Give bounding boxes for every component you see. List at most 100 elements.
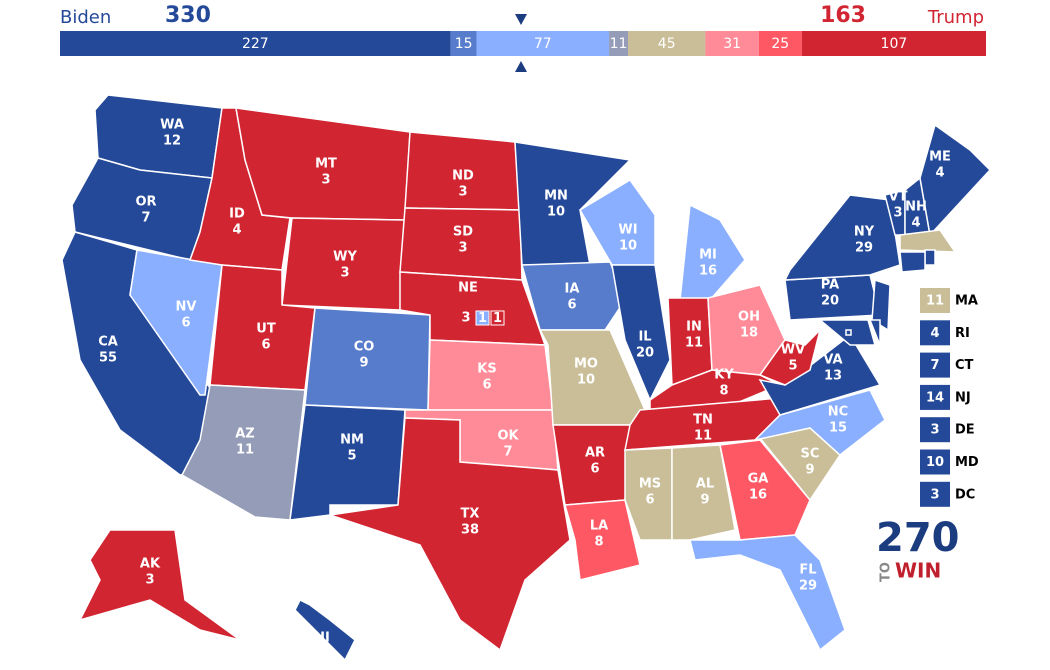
state-abbr: CO bbox=[354, 340, 375, 355]
bar-label: 77 bbox=[534, 36, 552, 52]
state-votes: 16 bbox=[749, 488, 767, 503]
state-votes: 8 bbox=[594, 535, 603, 550]
state bbox=[689, 534, 846, 652]
small-state-abbr: RI bbox=[955, 326, 970, 341]
state-votes: 5 bbox=[788, 359, 797, 374]
district bbox=[475, 310, 490, 326]
state bbox=[181, 384, 306, 521]
state-votes: 12 bbox=[163, 134, 181, 149]
state bbox=[679, 203, 746, 301]
bar-label: 227 bbox=[242, 36, 269, 52]
state-votes: 13 bbox=[824, 369, 842, 384]
state-votes: 9 bbox=[700, 493, 709, 508]
state-votes: 18 bbox=[740, 326, 758, 341]
small-state-abbr: CT bbox=[955, 358, 974, 373]
state-abbr: OR bbox=[135, 195, 156, 210]
state-votes: 3 bbox=[461, 311, 470, 326]
state-votes: 8 bbox=[719, 384, 728, 399]
state-votes: 11 bbox=[236, 443, 254, 458]
logo-number: 270 bbox=[876, 515, 960, 561]
district-votes: 1 bbox=[478, 311, 487, 326]
state-abbr: WA bbox=[160, 118, 184, 133]
state-abbr: MO bbox=[574, 357, 598, 372]
small-state-votes: 7 bbox=[930, 358, 939, 373]
state-abbr: OK bbox=[497, 429, 519, 444]
state-votes: 7 bbox=[141, 211, 150, 226]
state bbox=[514, 141, 632, 266]
state-abbr: AK bbox=[140, 557, 161, 572]
small-state-votes: 3 bbox=[930, 487, 939, 502]
state-abbr: SC bbox=[801, 447, 820, 462]
state-abbr: SD bbox=[453, 225, 473, 240]
bar-label: 45 bbox=[658, 36, 676, 52]
small-state-votes: 3 bbox=[930, 423, 939, 438]
state-votes: 5 bbox=[347, 449, 356, 464]
state-abbr: KY bbox=[714, 368, 734, 383]
state-abbr: OH bbox=[738, 310, 760, 325]
state-abbr: VT bbox=[889, 190, 908, 205]
state-abbr: HI bbox=[314, 631, 330, 646]
bar-segment bbox=[801, 31, 986, 56]
right-name: Trump bbox=[927, 7, 984, 28]
state-abbr: MI bbox=[699, 248, 717, 263]
small-state-abbr: DE bbox=[955, 423, 975, 438]
small-state-votes: 14 bbox=[926, 390, 944, 405]
state-abbr: MT bbox=[315, 157, 337, 172]
state bbox=[845, 329, 852, 336]
state-votes: 4 bbox=[232, 223, 241, 238]
state bbox=[924, 249, 936, 266]
bar-label: 11 bbox=[610, 36, 628, 52]
state-abbr: IL bbox=[638, 330, 651, 345]
small-state-box bbox=[920, 481, 950, 507]
state bbox=[294, 598, 356, 662]
logo-to: TO bbox=[879, 562, 894, 582]
small-state-votes: 4 bbox=[930, 326, 939, 341]
state-votes: 15 bbox=[829, 421, 847, 436]
state-abbr: KS bbox=[477, 362, 496, 377]
state bbox=[611, 264, 671, 402]
bar-label: 15 bbox=[455, 36, 473, 52]
state-abbr: WY bbox=[333, 250, 357, 265]
state-abbr: NV bbox=[176, 300, 197, 315]
state-votes: 11 bbox=[694, 429, 712, 444]
small-state-box bbox=[920, 417, 950, 443]
state bbox=[329, 417, 571, 652]
bar-segment bbox=[627, 31, 706, 56]
state-votes: 6 bbox=[482, 378, 491, 393]
state-abbr: ND bbox=[452, 169, 474, 184]
state-votes: 4 bbox=[935, 166, 944, 181]
state-abbr: AZ bbox=[235, 427, 255, 442]
state-abbr: AR bbox=[585, 446, 605, 461]
small-state-votes: 10 bbox=[926, 455, 944, 470]
state-abbr: NE bbox=[458, 281, 478, 296]
state bbox=[671, 444, 736, 541]
bar-segment bbox=[476, 31, 610, 56]
state-votes: 9 bbox=[359, 356, 368, 371]
left-name: Biden bbox=[60, 7, 111, 28]
state-abbr: MS bbox=[639, 477, 661, 492]
logo-win: WIN bbox=[895, 559, 941, 583]
state-votes: 3 bbox=[340, 266, 349, 281]
small-state-abbr: DC bbox=[955, 487, 975, 502]
state bbox=[899, 229, 957, 253]
state-votes: 16 bbox=[699, 264, 717, 279]
bar-label: 31 bbox=[723, 36, 741, 52]
state-abbr: NH bbox=[905, 200, 927, 215]
state-abbr: NY bbox=[854, 225, 875, 240]
state bbox=[624, 447, 673, 541]
state-votes: 6 bbox=[590, 462, 599, 477]
bar-segment bbox=[705, 31, 759, 56]
right-total: 163 bbox=[820, 3, 866, 28]
state bbox=[871, 278, 891, 332]
state bbox=[868, 319, 881, 346]
small-state-box bbox=[920, 288, 950, 313]
state bbox=[758, 333, 882, 416]
state-votes: 10 bbox=[547, 205, 565, 220]
state-abbr: ME bbox=[929, 150, 951, 165]
small-state-abbr: NJ bbox=[955, 390, 971, 405]
state-abbr: VA bbox=[823, 353, 842, 368]
left-total: 330 bbox=[165, 3, 211, 28]
threshold-arrow bbox=[515, 14, 527, 25]
state-abbr: LA bbox=[590, 519, 608, 534]
